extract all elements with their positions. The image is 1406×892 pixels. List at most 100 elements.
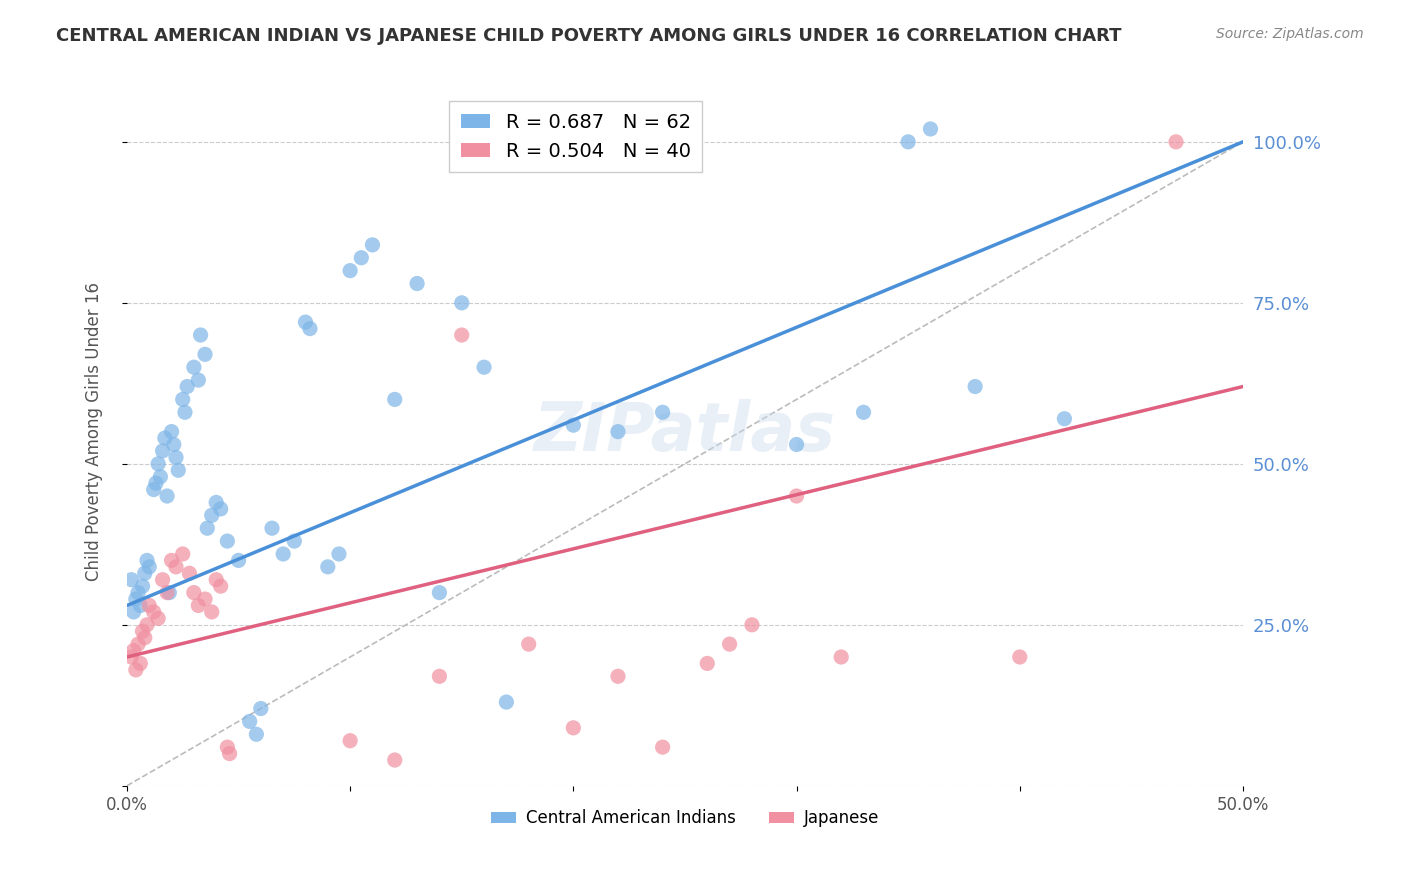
Point — [339, 733, 361, 747]
Point — [138, 559, 160, 574]
Point — [146, 457, 169, 471]
Point — [607, 425, 630, 439]
Point — [136, 553, 159, 567]
Point — [218, 747, 240, 761]
Point — [160, 553, 183, 567]
Point — [201, 508, 224, 523]
Point — [157, 585, 180, 599]
Point — [741, 617, 763, 632]
Point — [429, 669, 451, 683]
Point — [142, 483, 165, 497]
Point — [129, 657, 152, 671]
Point — [328, 547, 350, 561]
Point — [134, 631, 156, 645]
Text: CENTRAL AMERICAN INDIAN VS JAPANESE CHILD POVERTY AMONG GIRLS UNDER 16 CORRELATI: CENTRAL AMERICAN INDIAN VS JAPANESE CHIL… — [56, 27, 1122, 45]
Point — [156, 489, 179, 503]
Point — [195, 521, 218, 535]
Point — [786, 489, 808, 503]
Point — [167, 463, 190, 477]
Point — [406, 277, 429, 291]
Point — [156, 585, 179, 599]
Point — [183, 585, 205, 599]
Point — [187, 599, 209, 613]
Point — [127, 637, 149, 651]
Point — [142, 605, 165, 619]
Point — [134, 566, 156, 581]
Point — [260, 521, 283, 535]
Point — [149, 469, 172, 483]
Point — [163, 437, 186, 451]
Point — [217, 740, 239, 755]
Point — [201, 605, 224, 619]
Point — [217, 534, 239, 549]
Point — [125, 592, 148, 607]
Point — [131, 579, 153, 593]
Point — [271, 547, 294, 561]
Point — [120, 573, 142, 587]
Point — [138, 599, 160, 613]
Point — [651, 405, 673, 419]
Point — [450, 295, 472, 310]
Point — [450, 328, 472, 343]
Point — [122, 643, 145, 657]
Point — [350, 251, 373, 265]
Point — [651, 740, 673, 755]
Point — [830, 650, 852, 665]
Point — [696, 657, 718, 671]
Point — [172, 392, 194, 407]
Point — [283, 534, 305, 549]
Point — [786, 437, 808, 451]
Point — [131, 624, 153, 639]
Point — [228, 553, 250, 567]
Point — [1008, 650, 1031, 665]
Point — [194, 347, 217, 361]
Point — [205, 495, 228, 509]
Point — [1053, 411, 1076, 425]
Point — [316, 559, 339, 574]
Text: Source: ZipAtlas.com: Source: ZipAtlas.com — [1216, 27, 1364, 41]
Point — [153, 431, 176, 445]
Point — [1164, 135, 1187, 149]
Point — [152, 573, 174, 587]
Point — [172, 547, 194, 561]
Point — [160, 425, 183, 439]
Point — [361, 238, 384, 252]
Point — [562, 721, 585, 735]
Point — [339, 263, 361, 277]
Point — [495, 695, 517, 709]
Point — [294, 315, 316, 329]
Point — [607, 669, 630, 683]
Point — [384, 753, 406, 767]
Point — [129, 599, 152, 613]
Point — [152, 444, 174, 458]
Point — [194, 592, 217, 607]
Point — [187, 373, 209, 387]
Point — [146, 611, 169, 625]
Point — [209, 502, 232, 516]
Point — [176, 379, 198, 393]
Point — [472, 360, 495, 375]
Point — [384, 392, 406, 407]
Y-axis label: Child Poverty Among Girls Under 16: Child Poverty Among Girls Under 16 — [86, 282, 103, 581]
Point — [250, 701, 273, 715]
Text: ZIPatlas: ZIPatlas — [534, 399, 837, 465]
Point — [165, 450, 187, 465]
Point — [205, 573, 228, 587]
Point — [136, 617, 159, 632]
Point — [120, 650, 142, 665]
Point — [179, 566, 201, 581]
Point — [183, 360, 205, 375]
Point — [174, 405, 197, 419]
Point — [165, 559, 187, 574]
Point — [125, 663, 148, 677]
Point — [852, 405, 875, 419]
Point — [429, 585, 451, 599]
Point — [920, 122, 942, 136]
Point — [562, 418, 585, 433]
Point — [245, 727, 267, 741]
Point — [209, 579, 232, 593]
Point — [897, 135, 920, 149]
Point — [127, 585, 149, 599]
Point — [239, 714, 262, 729]
Point — [122, 605, 145, 619]
